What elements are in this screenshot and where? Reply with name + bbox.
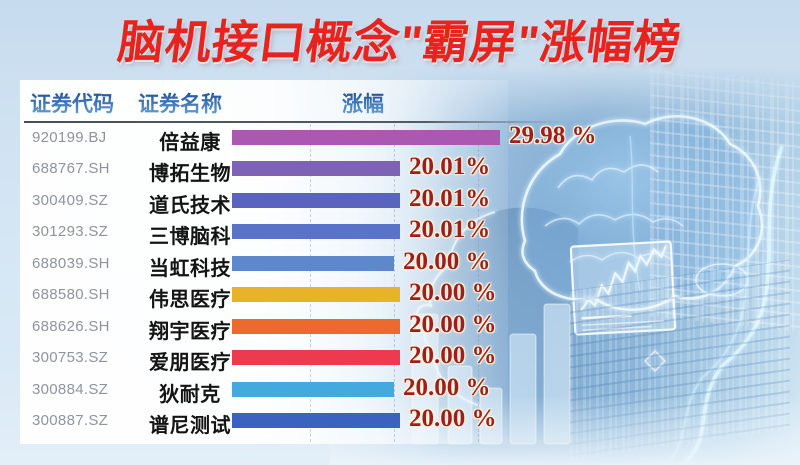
ranking-rows: 920199.BJ 倍益康 29.98 % 688767.SH 博拓生物 20.…: [20, 122, 660, 437]
stock-code: 300887.SZ: [32, 411, 109, 429]
page-title: 脑机接口概念"霸屏"涨幅榜: [115, 16, 685, 68]
column-header-row: 证券代码 证券名称 涨幅: [20, 88, 580, 118]
gain-percent-label: 20.00 %: [403, 373, 491, 401]
gain-percent-label: 20.01%: [409, 184, 491, 212]
gain-bar: [232, 192, 400, 208]
gain-bar: [232, 381, 394, 397]
header-change: 涨幅: [342, 88, 384, 118]
gain-percent-label: 20.00 %: [409, 310, 497, 338]
stock-name: 当虹科技: [149, 257, 231, 280]
stock-code: 300409.SZ: [32, 191, 109, 209]
table-row: 688626.SH 翔宇医疗 20.00 %: [20, 310, 660, 343]
gain-bar: [232, 255, 394, 271]
stock-code: 920199.BJ: [32, 129, 107, 146]
stock-name: 道氏技术: [149, 194, 231, 217]
gain-percent-label: 20.00 %: [403, 247, 491, 275]
table-row: 300887.SZ 谱尼测试 20.00 %: [20, 404, 660, 437]
header-stock-name: 证券名称: [138, 88, 222, 118]
table-row: 301293.SZ 三博脑科 20.01%: [20, 216, 660, 249]
gain-percent-label: 29.98 %: [509, 122, 597, 149]
table-row: 688580.SH 伟思医疗 20.00 %: [20, 279, 660, 312]
stock-code: 688767.SH: [32, 160, 110, 178]
gain-bar: [232, 224, 400, 240]
gain-percent-label: 20.00 %: [409, 404, 497, 432]
chart-gridline: [310, 124, 311, 442]
gain-bar: [232, 412, 400, 428]
stock-code: 688039.SH: [32, 254, 110, 272]
table-row: 688039.SH 当虹科技 20.00 %: [20, 247, 660, 280]
table-row: 688767.SH 博拓生物 20.01%: [20, 153, 660, 186]
stock-code: 688580.SH: [32, 286, 110, 304]
gain-bar: [232, 350, 400, 366]
gain-percent-label: 20.00 %: [409, 279, 497, 307]
table-row: 920199.BJ 倍益康 29.98 %: [20, 122, 660, 154]
gain-bar: [232, 130, 500, 145]
stock-name: 谱尼测试: [149, 414, 231, 437]
stock-name: 三博脑科: [149, 226, 231, 249]
stock-code: 300753.SZ: [32, 349, 109, 367]
table-row: 300884.SZ 狄耐克 20.00 %: [20, 373, 660, 406]
gain-percent-label: 20.01%: [409, 153, 491, 181]
header-divider: [24, 121, 560, 123]
stock-name: 伟思医疗: [149, 289, 231, 312]
gain-bar: [232, 287, 400, 303]
chart-gridline: [394, 124, 395, 442]
stock-name: 狄耐克: [159, 383, 221, 406]
stock-code: 300884.SZ: [32, 380, 109, 398]
stock-code: 301293.SZ: [32, 223, 109, 241]
table-row: 300753.SZ 爱朋医疗 20.00 %: [20, 342, 660, 375]
header-stock-code: 证券代码: [30, 88, 114, 118]
stock-name: 博拓生物: [149, 163, 231, 186]
stock-code: 688626.SH: [32, 317, 110, 335]
table-row: 300409.SZ 道氏技术 20.01%: [20, 184, 660, 217]
chart-gridline: [478, 124, 479, 442]
stock-name: 爱朋医疗: [149, 352, 231, 375]
gain-percent-label: 20.01%: [409, 216, 491, 244]
stock-name: 倍益康: [159, 132, 221, 154]
gain-percent-label: 20.00 %: [409, 342, 497, 370]
gain-bar: [232, 318, 400, 334]
stock-name: 翔宇医疗: [149, 320, 231, 343]
gain-bar: [232, 161, 400, 177]
